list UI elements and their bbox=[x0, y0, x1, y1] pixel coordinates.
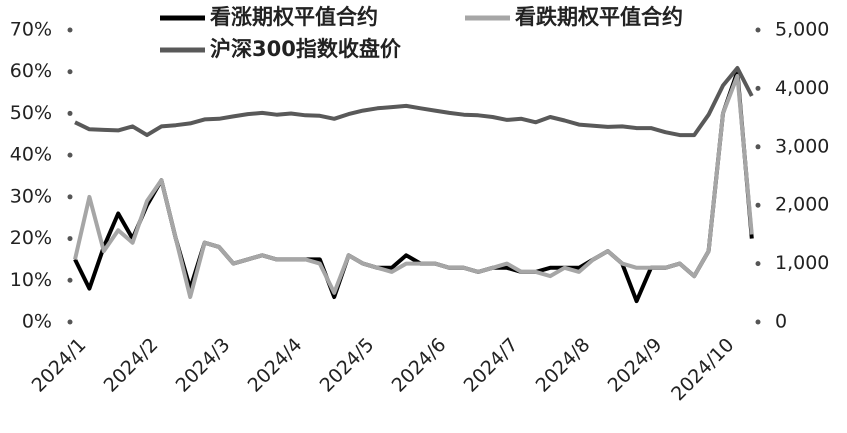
y-tick-label: 40% bbox=[10, 144, 52, 166]
y2-tick-mark bbox=[755, 202, 761, 208]
x-tick-label: 2024/3 bbox=[172, 334, 235, 397]
y-tick-label: 10% bbox=[10, 269, 52, 291]
y-tick-mark bbox=[67, 69, 73, 75]
y-tick-mark bbox=[67, 236, 73, 242]
y2-tick-label: 5,000 bbox=[775, 19, 829, 41]
x-tick-label: 2024/4 bbox=[244, 334, 307, 397]
y-tick-mark bbox=[67, 277, 73, 283]
x-tick-label: 2024/1 bbox=[28, 334, 91, 397]
x-tick-label: 2024/8 bbox=[532, 334, 595, 397]
y-tick-label: 30% bbox=[10, 185, 52, 207]
y2-tick-mark bbox=[755, 319, 761, 325]
y2-tick-label: 3,000 bbox=[775, 135, 829, 157]
y-tick-label: 0% bbox=[22, 311, 52, 333]
x-tick-label: 2024/2 bbox=[100, 334, 163, 397]
x-tick-label: 2024/10 bbox=[667, 334, 738, 405]
y-tick-label: 60% bbox=[10, 60, 52, 82]
series-line bbox=[73, 73, 754, 299]
x-tick-label: 2024/5 bbox=[316, 334, 379, 397]
y-tick-mark bbox=[67, 27, 73, 33]
legend-label: 沪深300指数收盘价 bbox=[210, 37, 402, 61]
x-tick-label: 2024/7 bbox=[460, 334, 523, 397]
y2-tick-label: 2,000 bbox=[775, 194, 829, 216]
y2-tick-label: 4,000 bbox=[775, 77, 829, 99]
y-tick-mark bbox=[67, 152, 73, 158]
y2-tick-mark bbox=[755, 144, 761, 150]
y2-tick-label: 1,000 bbox=[775, 252, 829, 274]
y2-tick-mark bbox=[755, 85, 761, 91]
series-line bbox=[74, 66, 754, 138]
y2-tick-label: 0 bbox=[775, 311, 787, 333]
y-tick-label: 50% bbox=[10, 102, 52, 124]
y-tick-mark bbox=[67, 319, 73, 325]
x-tick-label: 2024/6 bbox=[388, 334, 451, 397]
y2-tick-mark bbox=[755, 261, 761, 267]
y-tick-label: 70% bbox=[10, 19, 52, 41]
y-tick-mark bbox=[67, 194, 73, 200]
x-tick-label: 2024/9 bbox=[604, 334, 667, 397]
legend-label: 看跌期权平值合约 bbox=[515, 5, 683, 29]
legend-label: 看涨期权平值合约 bbox=[210, 5, 378, 29]
y-tick-label: 20% bbox=[10, 227, 52, 249]
y2-tick-mark bbox=[755, 27, 761, 33]
y-tick-mark bbox=[67, 110, 73, 116]
